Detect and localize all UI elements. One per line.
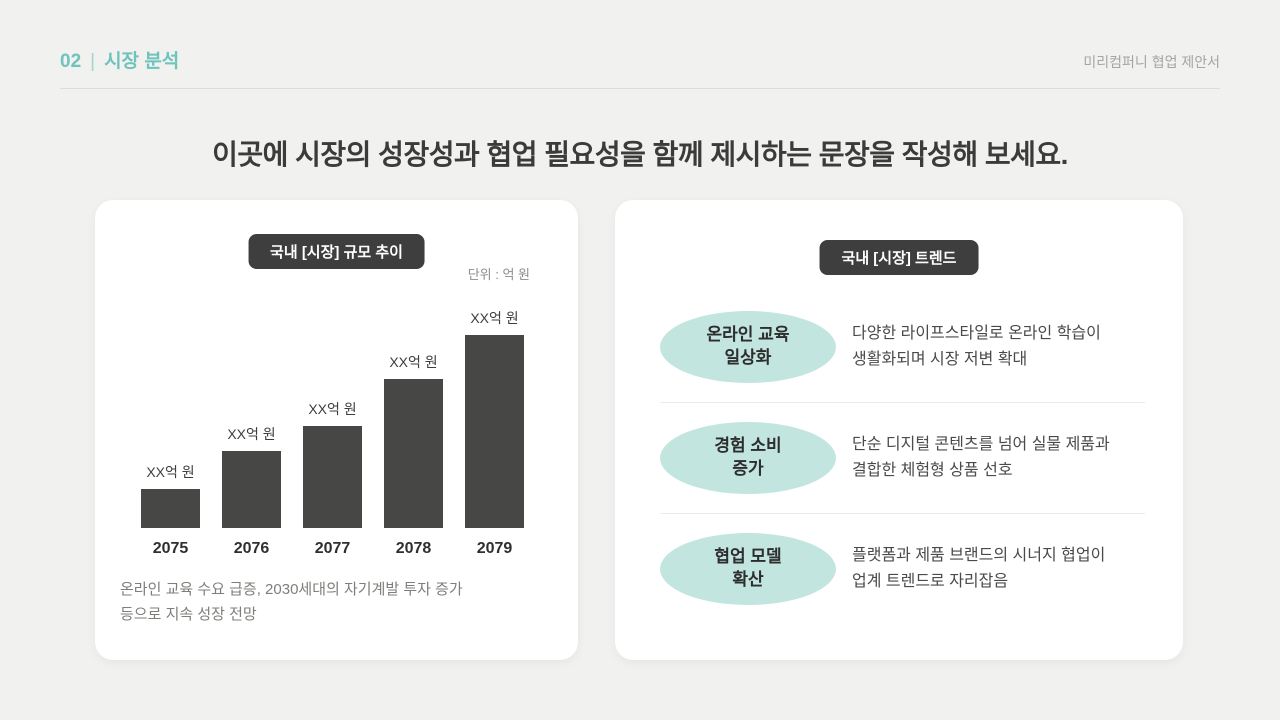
bar-value-label: XX억 원 <box>308 401 357 417</box>
bar <box>384 379 443 528</box>
slide-title: 이곳에 시장의 성장성과 협업 필요성을 함께 제시하는 문장을 작성해 보세요… <box>212 139 1068 170</box>
year-label: 2076 <box>233 540 270 557</box>
bar-chart-years: 2075 2076 2077 2078 2079 <box>141 540 524 558</box>
bar-chart: XX억 원 XX억 원 XX억 원 XX억 원 XX억 원 2075 2076 2077 20… <box>141 296 524 558</box>
bar-value-label: XX억 원 <box>389 354 438 370</box>
section-label: 02 | 시장 분석 <box>60 46 179 73</box>
trend-pill: 온라인 교육 일상화 <box>660 311 836 383</box>
bar-column: XX억 원 <box>141 296 200 528</box>
bar-column: XX억 원 <box>303 296 362 528</box>
bar-column: XX억 원 <box>384 296 443 528</box>
trend-description: 단순 디지털 콘텐츠를 넘어 실물 제품과 결합한 체험형 상품 선호 <box>852 436 1110 479</box>
unit-label: 단위 : 억 원 <box>467 267 530 282</box>
trend-description: 플랫폼과 제품 브랜드의 시너지 협업이 업계 트렌드로 자리잡음 <box>852 547 1106 590</box>
market-size-badge: 국내 [시장] 규모 추이 <box>248 234 425 269</box>
section-title: 시장 분석 <box>104 51 180 72</box>
section-number: 02 <box>60 51 82 72</box>
trend-pill: 경험 소비 증가 <box>660 422 836 494</box>
section-separator: | <box>90 51 96 72</box>
bar-column: XX억 원 <box>222 296 281 528</box>
trend-list: 온라인 교육 일상화 다양한 라이프스타일로 온라인 학습이 생활화되며 시장 … <box>660 292 1145 624</box>
bar <box>465 335 524 528</box>
bar <box>303 426 362 528</box>
year-label: 2079 <box>476 540 513 557</box>
bar-value-label: XX억 원 <box>146 464 195 480</box>
trend-row: 온라인 교육 일상화 다양한 라이프스타일로 온라인 학습이 생활화되며 시장 … <box>660 292 1145 403</box>
bar <box>222 451 281 528</box>
trend-row: 경험 소비 증가 단순 디지털 콘텐츠를 넘어 실물 제품과 결합한 체험형 상… <box>660 403 1145 514</box>
market-size-card: 국내 [시장] 규모 추이 단위 : 억 원 XX억 원 XX억 원 XX억 원 XX… <box>95 200 578 660</box>
bar <box>141 489 200 528</box>
bar-value-label: XX억 원 <box>227 426 276 442</box>
bar-column: XX억 원 <box>465 296 524 528</box>
trends-card: 국내 [시장] 트렌드 온라인 교육 일상화 다양한 라이프스타일로 온라인 학… <box>615 200 1183 660</box>
year-label: 2078 <box>395 540 432 557</box>
trend-row: 협업 모델 확산 플랫폼과 제품 브랜드의 시너지 협업이 업계 트렌드로 자리… <box>660 514 1145 624</box>
bar-value-label: XX억 원 <box>470 310 519 326</box>
trends-badge: 국내 [시장] 트렌드 <box>819 240 979 275</box>
year-label: 2077 <box>314 540 351 557</box>
chart-caption: 온라인 교육 수요 급증, 2030세대의 자기계발 투자 증가 등으로 지속 … <box>120 581 463 623</box>
trend-description: 다양한 라이프스타일로 온라인 학습이 생활화되며 시장 저변 확대 <box>852 325 1101 368</box>
document-title: 미리컴퍼니 협업 제안서 <box>1083 54 1220 70</box>
bar-chart-bars: XX억 원 XX억 원 XX억 원 XX억 원 XX억 원 <box>141 296 524 528</box>
header-divider <box>60 88 1220 89</box>
year-label: 2075 <box>152 540 189 557</box>
trend-pill: 협업 모델 확산 <box>660 533 836 605</box>
